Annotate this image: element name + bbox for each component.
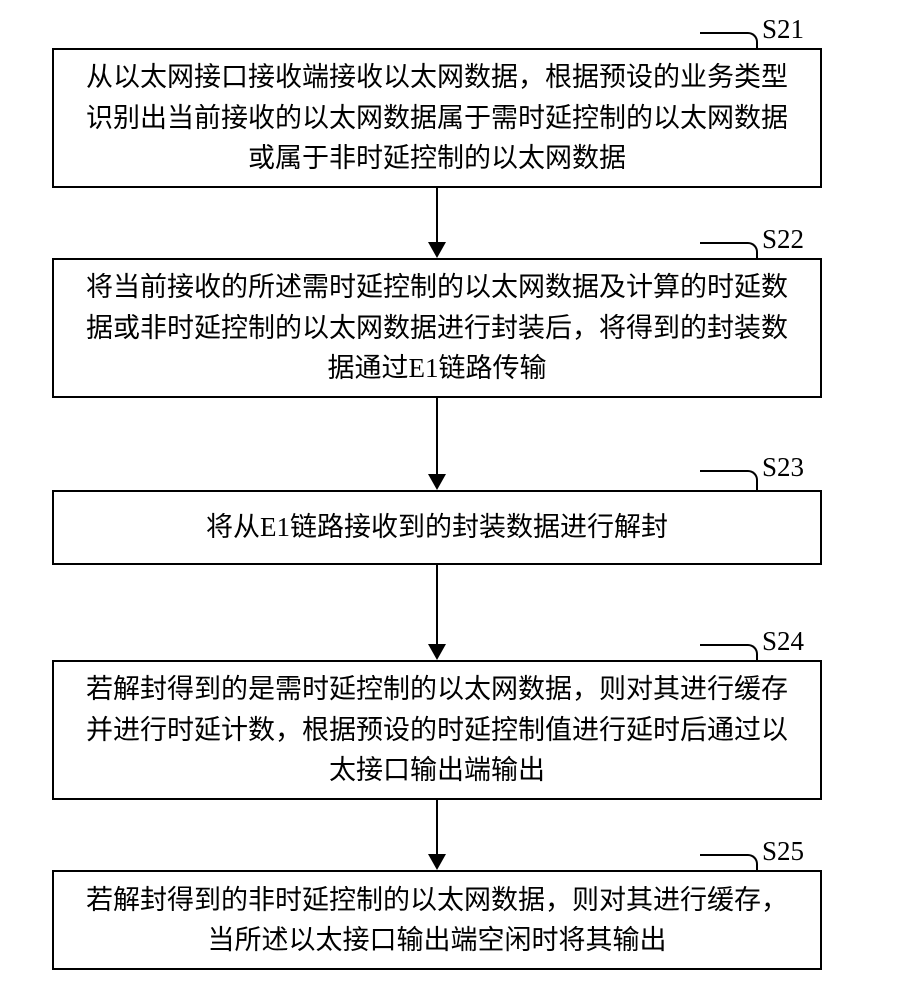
arrow-head-2 [428, 644, 446, 660]
step-label-s24: S24 [762, 626, 804, 657]
arrow-line-0 [436, 188, 438, 242]
arrow-head-0 [428, 242, 446, 258]
arrow-head-1 [428, 474, 446, 490]
step-text-s21: 从以太网接口接收端接收以太网数据，根据预设的业务类型识别出当前接收的以太网数据属… [74, 57, 800, 179]
label-connector-s22 [700, 242, 758, 260]
step-text-s25: 若解封得到的非时延控制的以太网数据，则对其进行缓存，当所述以太接口输出端空闲时将… [74, 880, 800, 961]
step-box-s22: 将当前接收的所述需时延控制的以太网数据及计算的时延数据或非时延控制的以太网数据进… [52, 258, 822, 398]
step-box-s24: 若解封得到的是需时延控制的以太网数据，则对其进行缓存并进行时延计数，根据预设的时… [52, 660, 822, 800]
step-label-s22: S22 [762, 224, 804, 255]
arrow-head-3 [428, 854, 446, 870]
step-box-s25: 若解封得到的非时延控制的以太网数据，则对其进行缓存，当所述以太接口输出端空闲时将… [52, 870, 822, 970]
step-text-s23: 将从E1链路接收到的封装数据进行解封 [206, 507, 668, 548]
label-connector-s24 [700, 644, 758, 662]
arrow-line-3 [436, 800, 438, 854]
step-label-s25: S25 [762, 836, 804, 867]
step-label-s23: S23 [762, 452, 804, 483]
step-text-s24: 若解封得到的是需时延控制的以太网数据，则对其进行缓存并进行时延计数，根据预设的时… [74, 669, 800, 791]
arrow-line-1 [436, 398, 438, 474]
label-connector-s23 [700, 470, 758, 492]
step-label-s21: S21 [762, 14, 804, 45]
step-text-s22: 将当前接收的所述需时延控制的以太网数据及计算的时延数据或非时延控制的以太网数据进… [74, 267, 800, 389]
label-connector-s21 [700, 32, 758, 50]
step-box-s23: 将从E1链路接收到的封装数据进行解封 [52, 490, 822, 565]
label-connector-s25 [700, 854, 758, 872]
flowchart-container: 从以太网接口接收端接收以太网数据，根据预设的业务类型识别出当前接收的以太网数据属… [0, 0, 922, 1000]
arrow-line-2 [436, 565, 438, 644]
step-box-s21: 从以太网接口接收端接收以太网数据，根据预设的业务类型识别出当前接收的以太网数据属… [52, 48, 822, 188]
